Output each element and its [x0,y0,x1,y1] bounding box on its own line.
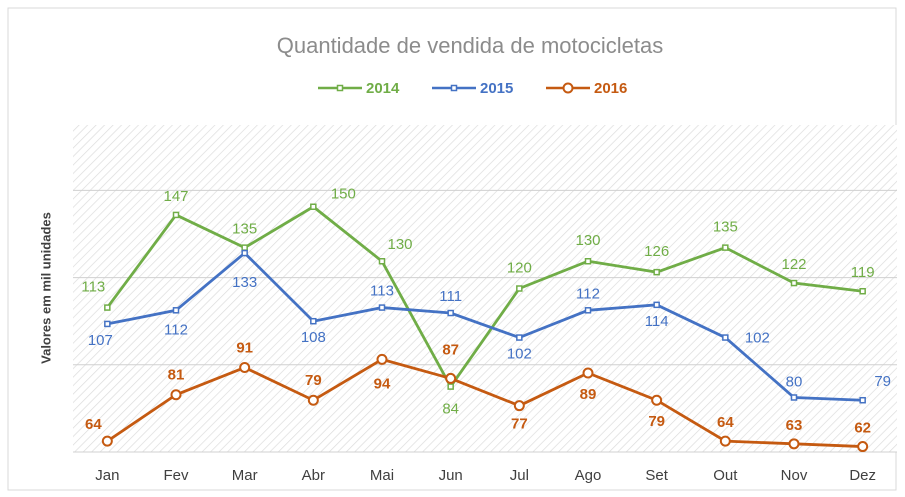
data-label: 130 [387,236,412,253]
data-label: 79 [874,373,891,390]
data-point [445,372,457,384]
data-label: 111 [439,288,462,305]
data-point [790,279,798,287]
data-label: 135 [232,221,257,238]
data-point [307,394,319,406]
data-label: 63 [786,417,803,434]
x-tick-label: Abr [302,467,325,484]
data-point [788,438,800,450]
data-point [719,435,731,447]
data-label: 114 [645,313,669,330]
data-label: 119 [851,264,875,281]
data-point [722,334,729,341]
data-point [101,435,113,447]
data-label: 113 [370,283,394,300]
y-axis-label: Valores em mil unidades [38,212,53,364]
data-label: 64 [717,414,734,431]
data-point [104,320,111,328]
data-label: 108 [301,329,326,346]
legend-label: 2015 [480,80,513,97]
x-tick-label: Mar [232,467,258,484]
data-label: 112 [576,285,600,302]
data-point [447,383,454,390]
data-label: 126 [644,243,669,260]
data-label: 102 [745,330,770,347]
data-label: 64 [85,416,102,433]
data-point [376,353,388,365]
x-tick-label: Jul [510,467,529,484]
data-label: 77 [511,416,528,433]
x-tick-label: Fev [163,467,189,484]
series-line [107,251,863,402]
series-line [106,205,863,390]
data-label: 150 [331,186,356,203]
data-label: 94 [374,375,391,392]
data-label: 135 [713,219,738,236]
data-point [310,203,317,210]
legend-marker [562,82,574,94]
series-line [106,357,863,448]
legend-label: 2014 [366,80,400,97]
legend-label: 2016 [594,80,627,97]
data-point [516,334,523,341]
data-label: 133 [232,274,257,291]
x-tick-label: Ago [575,467,602,484]
data-label: 130 [575,232,600,249]
data-label: 84 [442,401,459,418]
plot-area [73,125,897,452]
x-tick-label: Jun [439,467,463,484]
data-point [516,285,523,292]
data-point [584,258,592,265]
data-point [104,304,111,311]
data-label: 87 [442,341,459,358]
data-point [857,441,869,453]
data-point [722,244,729,251]
data-point [653,301,660,309]
data-point [513,400,525,412]
data-label: 89 [580,386,597,403]
data-label: 107 [88,332,113,349]
data-point [310,317,317,325]
data-point [651,394,663,406]
data-label: 81 [168,367,185,384]
data-point [378,258,386,265]
legend-marker [336,84,344,92]
data-label: 79 [305,372,322,389]
data-point [790,394,798,401]
data-point [378,304,386,311]
x-tick-label: Mai [370,467,394,484]
legend-marker [450,84,458,92]
data-point [241,244,248,251]
data-point [653,268,660,276]
data-point [239,362,251,374]
x-tick-label: Jan [95,467,119,484]
data-point [172,307,180,314]
data-label: 120 [507,259,532,276]
data-label: 147 [163,188,188,205]
data-point [447,309,454,317]
data-label: 79 [648,413,665,430]
x-tick-label: Dez [849,467,876,484]
x-tick-label: Set [645,467,668,484]
data-label: 80 [786,373,803,390]
chart-title: Quantidade de vendida de motocicletas [277,33,663,58]
x-tick-label: Nov [781,467,808,484]
data-label: 62 [854,420,871,437]
x-tick-label: Out [713,467,738,484]
data-point [241,249,248,257]
data-point [859,287,866,295]
data-label: 102 [507,346,532,363]
data-point [584,307,592,314]
data-point [859,396,866,404]
data-label: 122 [781,256,806,273]
data-label: 113 [81,279,105,296]
data-label: 91 [236,339,253,356]
data-point [170,389,182,401]
data-point [582,367,594,379]
data-label: 112 [164,321,188,338]
data-point [172,211,180,219]
